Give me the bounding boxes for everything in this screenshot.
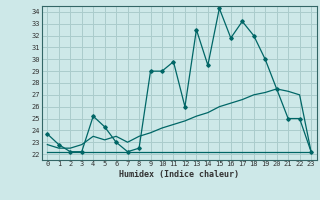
- X-axis label: Humidex (Indice chaleur): Humidex (Indice chaleur): [119, 170, 239, 179]
